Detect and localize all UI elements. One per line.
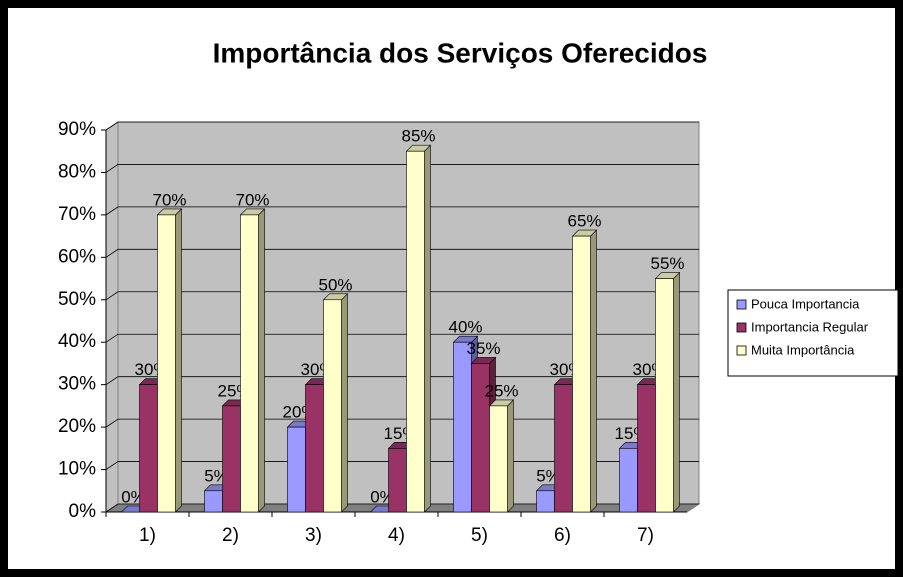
legend-label: Muita Importância <box>751 342 855 357</box>
y-tick-label: 10% <box>58 459 96 480</box>
bar-side <box>590 229 597 513</box>
y-tick-label: 90% <box>58 119 96 140</box>
bar-front <box>536 490 555 513</box>
bar-front <box>554 384 573 513</box>
data-label: 70% <box>235 190 269 209</box>
data-label: 40% <box>448 318 482 337</box>
x-tick-label: 7) <box>637 525 654 546</box>
bar-front <box>305 384 324 513</box>
x-tick-label: 2) <box>222 525 239 546</box>
data-label: 55% <box>650 254 684 273</box>
x-tick-label: 5) <box>471 525 488 546</box>
y-tick-label: 50% <box>58 289 96 310</box>
bar-front <box>323 299 342 513</box>
legend-box <box>727 289 899 377</box>
grid-line <box>105 206 699 216</box>
legend-swatch <box>736 322 747 333</box>
bar <box>571 229 598 513</box>
bar <box>322 293 349 513</box>
bar <box>239 208 266 513</box>
legend-label: Importancia Regular <box>751 319 869 334</box>
bar-front <box>406 150 425 513</box>
bar <box>470 356 497 513</box>
x-tick-label: 6) <box>554 525 571 546</box>
data-label: 85% <box>401 127 435 146</box>
data-label: 25% <box>484 381 518 400</box>
bar <box>156 208 183 513</box>
grid-line <box>105 121 699 131</box>
bar-side <box>507 399 514 513</box>
bar-front <box>637 384 656 513</box>
y-tick-label: 80% <box>58 161 96 182</box>
grid-line <box>105 291 699 301</box>
y-tick-label: 30% <box>58 374 96 395</box>
bar-front <box>489 405 508 513</box>
bar-front <box>139 384 158 513</box>
bar <box>488 399 515 513</box>
data-label: 35% <box>466 339 500 358</box>
bar <box>654 271 681 513</box>
bar-side <box>175 208 182 513</box>
bar-front <box>572 235 591 513</box>
x-tick-label: 1) <box>139 525 156 546</box>
grid-line <box>105 248 699 258</box>
y-tick-label: 20% <box>58 416 96 437</box>
y-tick-label: 60% <box>58 246 96 267</box>
bar-front <box>619 448 638 513</box>
bar-front <box>222 405 241 513</box>
bar-front <box>287 426 306 513</box>
legend-swatch <box>736 345 747 356</box>
y-tick-label: 40% <box>58 331 96 352</box>
x-tick-label: 4) <box>388 525 405 546</box>
y-tick-label: 70% <box>58 204 96 225</box>
bar-side <box>424 144 431 513</box>
bar-front <box>388 448 407 513</box>
data-label: 65% <box>567 212 601 231</box>
chart-title: Importância dos Serviços Oferecidos <box>213 37 708 68</box>
bar-front <box>655 278 674 513</box>
grid-line <box>105 164 699 173</box>
x-tick-label: 3) <box>305 525 322 546</box>
bar-front <box>204 490 223 513</box>
y-tick-label: 0% <box>69 501 97 522</box>
data-label: 70% <box>152 190 186 209</box>
grid-line <box>105 376 699 385</box>
bar-side <box>341 293 348 513</box>
bar-side <box>673 271 680 513</box>
bar-front <box>157 214 176 513</box>
data-label: 50% <box>318 275 352 294</box>
grid-line <box>105 333 699 343</box>
bar-front <box>240 214 259 513</box>
side-wall <box>105 121 119 513</box>
legend-label: Pouca Importancia <box>751 296 860 311</box>
bar-front <box>453 341 472 513</box>
legend-swatch <box>736 299 747 310</box>
bar-side <box>258 208 265 513</box>
bar <box>405 144 432 513</box>
